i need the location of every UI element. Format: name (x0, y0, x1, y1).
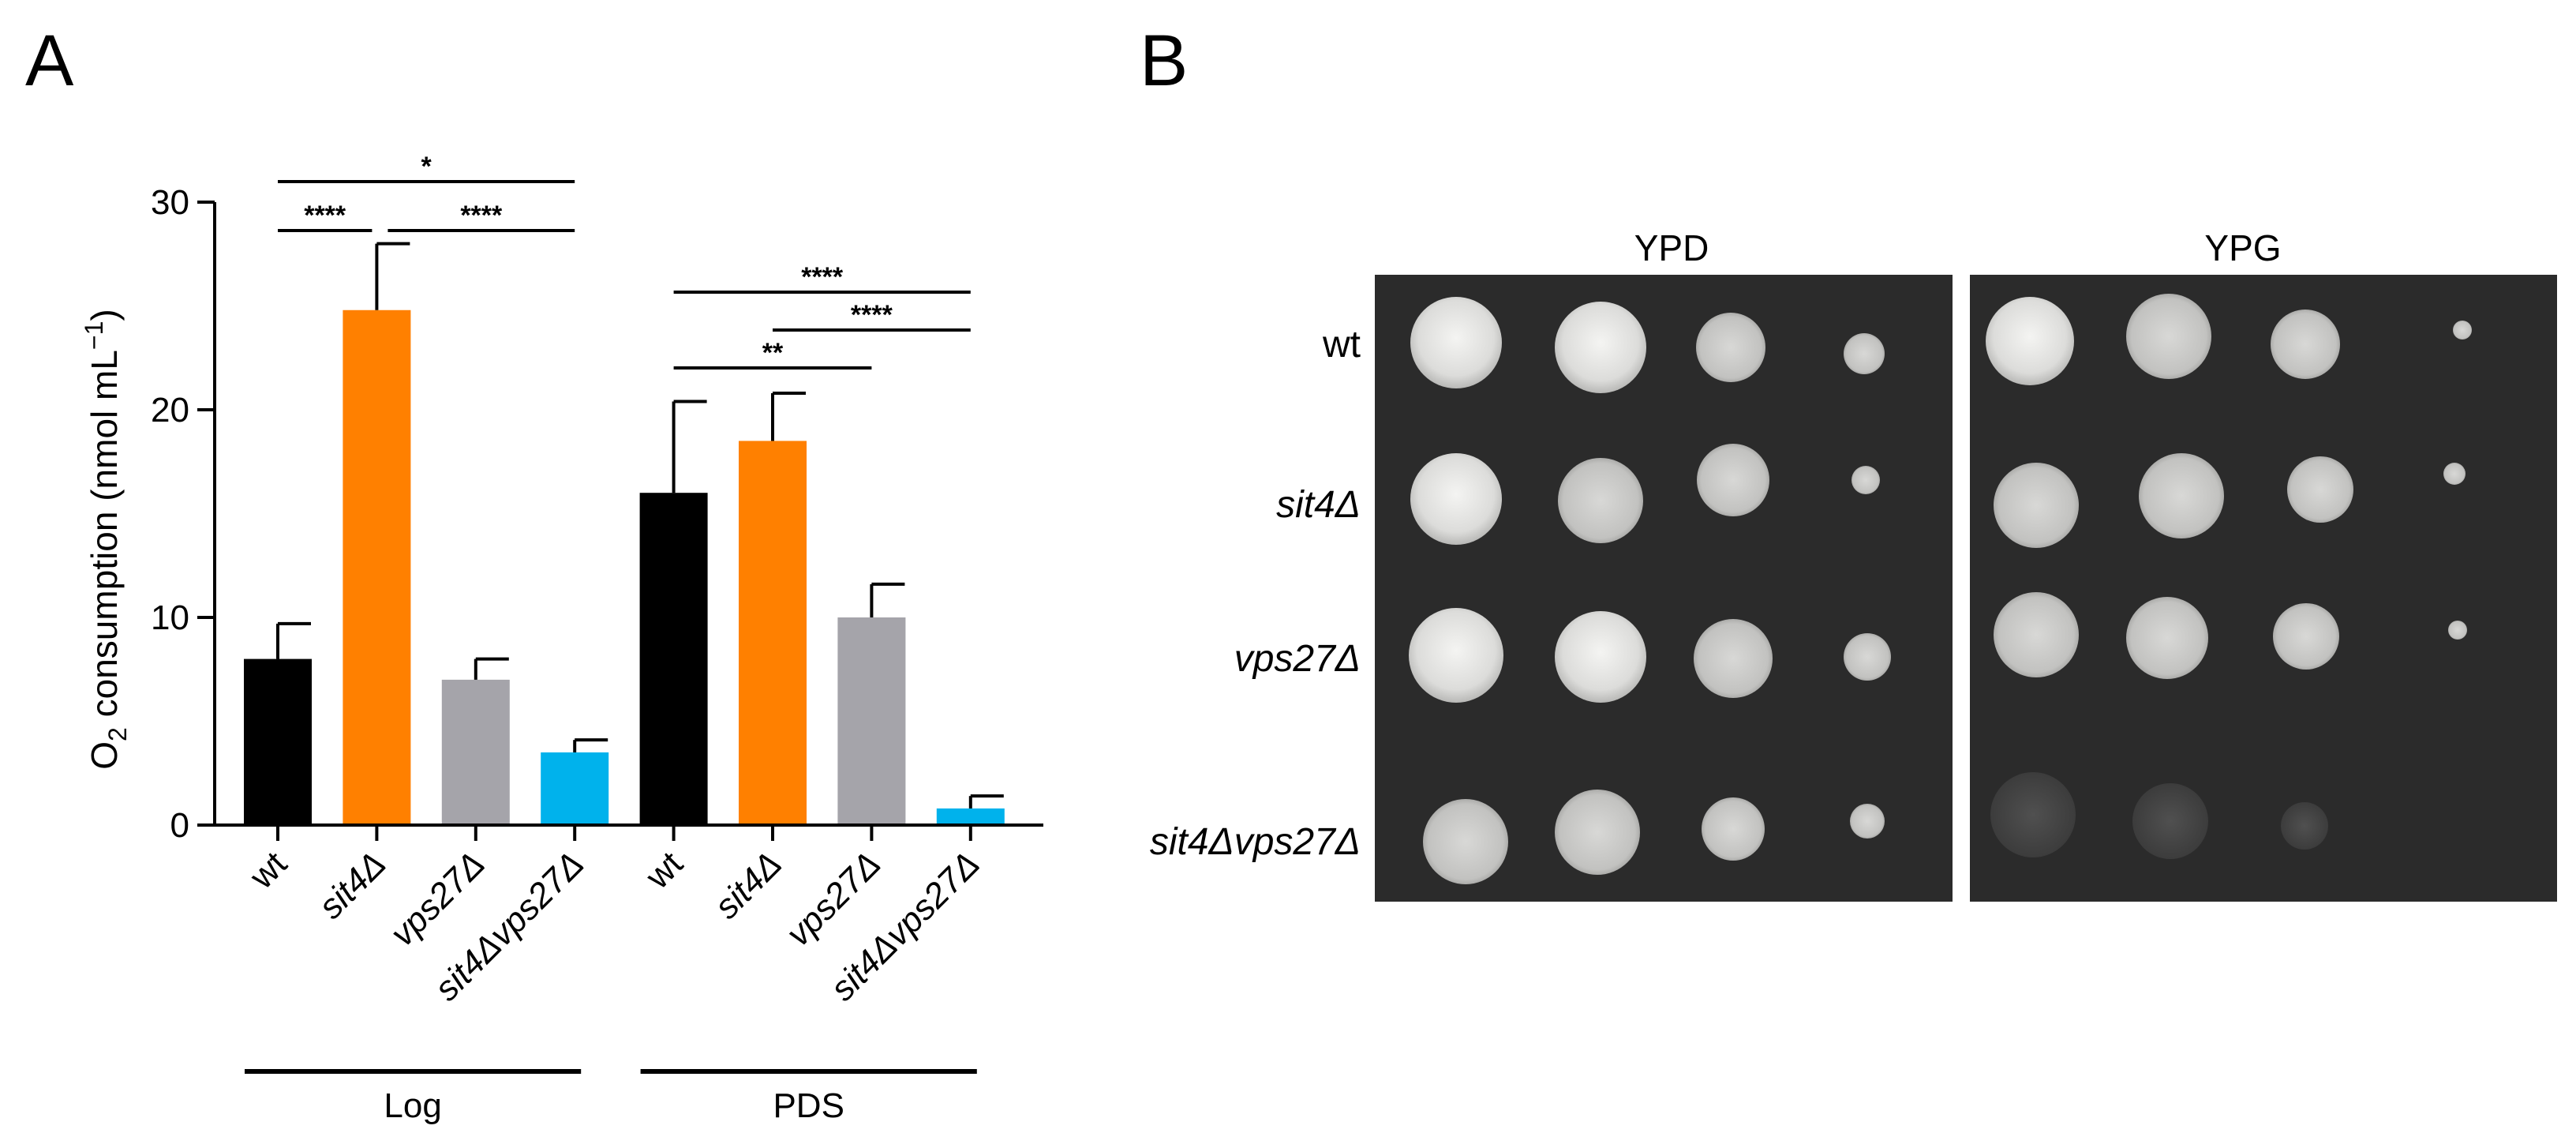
colony (1555, 302, 1646, 393)
y-axis-label-sup: −1 (80, 321, 108, 350)
colony (1994, 463, 2079, 548)
colony (2281, 802, 2328, 850)
colony (1555, 611, 1646, 703)
colony (1696, 313, 1765, 382)
y-axis-label: O2 consumption (nmol mL−1) (80, 309, 132, 769)
y-axis-label-mid: consumption (nmol mL (84, 350, 125, 727)
panel-b-letter: B (1140, 21, 1188, 101)
group-labels: Log PDS (245, 1069, 977, 1125)
plate-ypd (1375, 275, 1953, 902)
row-label-wt: wt (1322, 324, 1361, 366)
colony (1558, 458, 1643, 543)
row-label-sit4: sit4Δ (1276, 484, 1361, 526)
colony (2126, 294, 2211, 379)
y-axis-label-post: ) (84, 309, 125, 321)
error-bars (276, 242, 1004, 808)
bar (244, 658, 312, 825)
colony (2453, 321, 2472, 340)
y-tick-label: 10 (151, 598, 189, 637)
bar (639, 493, 708, 825)
colony (2271, 310, 2340, 379)
significance-label: ** (762, 338, 784, 368)
colony (2132, 783, 2208, 859)
colony (1410, 453, 1502, 545)
significance-label: **** (801, 262, 844, 292)
colony (1844, 633, 1891, 681)
colony (1702, 797, 1765, 861)
significance-label: * (421, 152, 432, 182)
row-label-double: sit4Δvps27Δ (1150, 821, 1361, 863)
category-label: wt (638, 844, 690, 896)
plate-title-ypg: YPG (2204, 227, 2281, 268)
colony (1423, 799, 1508, 884)
bar (343, 310, 411, 825)
colony (2139, 453, 2224, 538)
colony (2448, 621, 2467, 640)
colony (1697, 444, 1769, 516)
colony (1409, 608, 1503, 703)
bar (739, 441, 807, 825)
significance-brackets: ***** ************** (278, 152, 971, 370)
x-axis (215, 823, 1043, 841)
group-label: PDS (773, 1086, 844, 1125)
colony (2443, 463, 2466, 485)
spot-assay: YPD YPG wt sit4Δ vps27Δ sit4Δvps27Δ (1150, 227, 2557, 902)
plate-ypg (1970, 275, 2557, 902)
y-tick-label: 30 (151, 183, 189, 222)
colony (1986, 297, 2074, 385)
bar (837, 617, 906, 825)
y-axis: 0 10 20 30 (151, 183, 216, 845)
bars (244, 310, 1005, 825)
group-label: Log (384, 1086, 441, 1125)
y-axis-label-sub: 2 (103, 727, 132, 741)
colony (1994, 592, 2079, 677)
colony (2126, 597, 2208, 679)
colony (1990, 772, 2076, 857)
significance-label: **** (304, 201, 346, 231)
significance-label: **** (851, 300, 893, 330)
bar (441, 679, 510, 825)
colony (1410, 297, 1502, 388)
colony (1555, 790, 1640, 875)
row-label-vps27: vps27Δ (1234, 638, 1361, 680)
colony (1850, 804, 1885, 838)
colony (1852, 466, 1880, 494)
significance-label: **** (460, 201, 503, 231)
panel-a-letter: A (25, 21, 74, 101)
y-tick-label: 20 (151, 391, 189, 430)
colony (1844, 333, 1885, 374)
category-label: wt (242, 844, 294, 896)
colony (1694, 619, 1773, 698)
colony (2273, 603, 2339, 670)
colony (2287, 456, 2353, 523)
category-label: sit4Δ (312, 844, 394, 926)
plate-title-ypd: YPD (1634, 227, 1709, 268)
bar (936, 808, 1005, 825)
y-axis-label-pre: O (84, 741, 125, 770)
bar (541, 752, 609, 825)
y-tick-label: 0 (170, 806, 189, 845)
category-label: sit4Δ (707, 844, 789, 926)
